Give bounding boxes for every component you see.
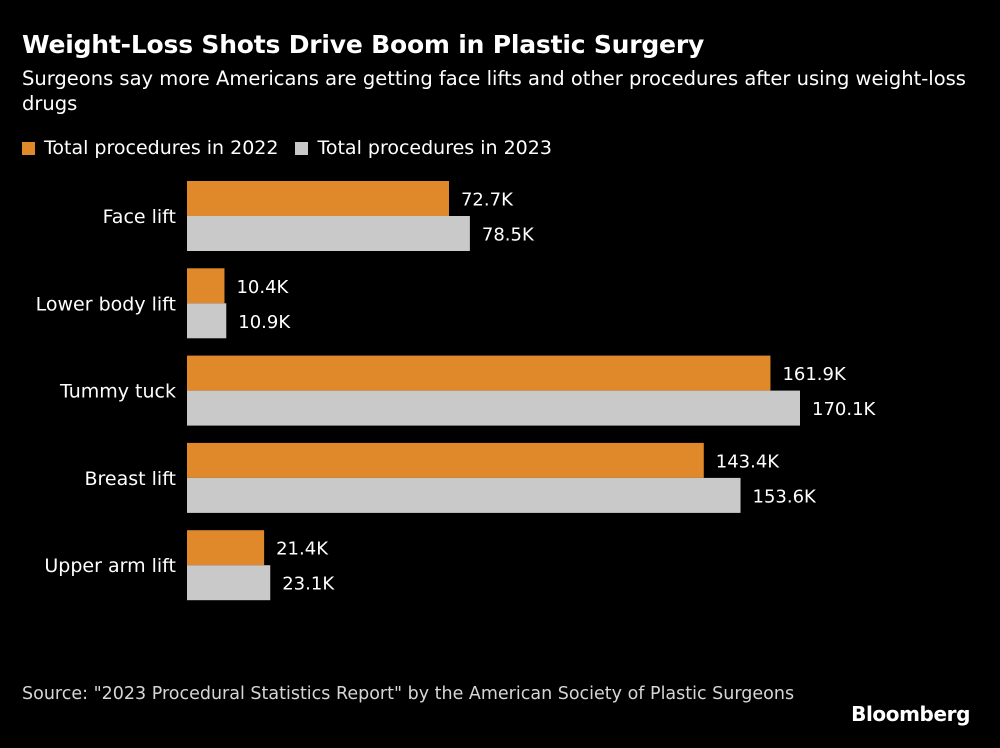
legend-swatch-2022 [22,141,35,155]
bar-2023 [187,303,227,339]
legend-label-2022: Total procedures in 2022 [44,137,279,159]
source-note: Source: "2023 Procedural Statistics Repo… [22,684,795,704]
data-label: 23.1K [282,574,335,595]
data-label: 143.4K [716,451,781,472]
data-label: 10.4K [236,277,289,298]
data-label: 78.5K [482,225,535,246]
bar-2022 [187,181,449,216]
data-label: 153.6K [753,486,818,507]
legend-item-2022: Total procedures in 2022 [22,137,278,159]
data-label: 72.7K [461,190,514,211]
category-label: Lower body lift [36,293,176,315]
bar-2023 [187,565,271,601]
bar-chart: Face lift 72.7K 78.5K Lower body lift 10.4K 1… [36,181,877,601]
bar-2022 [187,268,225,304]
bar-2022 [187,355,771,391]
chart-subtitle: Surgeons say more Americans are getting … [22,67,966,115]
category-label: Tummy tuck [59,381,176,403]
bar-2022 [187,442,704,478]
bar-2023 [187,390,800,426]
bar-2023 [187,477,741,513]
category-label: Breast lift [84,468,176,490]
legend-swatch-2023 [295,141,309,155]
bar-2023 [187,216,470,251]
chart-legend: Total procedures in 2022 Total procedure… [22,136,569,160]
data-label: 10.9K [238,312,291,333]
category-label: Face lift [103,206,176,228]
data-label: 21.4K [276,539,329,560]
data-label: 161.9K [782,364,847,385]
legend-label-2023: Total procedures in 2023 [317,137,552,159]
legend-item-2023: Total procedures in 2023 [295,137,552,159]
data-label: 170.1K [812,399,877,420]
bloomberg-logo: Bloomberg [851,702,970,726]
category-label: Upper arm lift [44,555,176,577]
bar-2022 [187,530,265,566]
chart-title: Weight-Loss Shots Drive Boom in Plastic … [22,30,705,59]
